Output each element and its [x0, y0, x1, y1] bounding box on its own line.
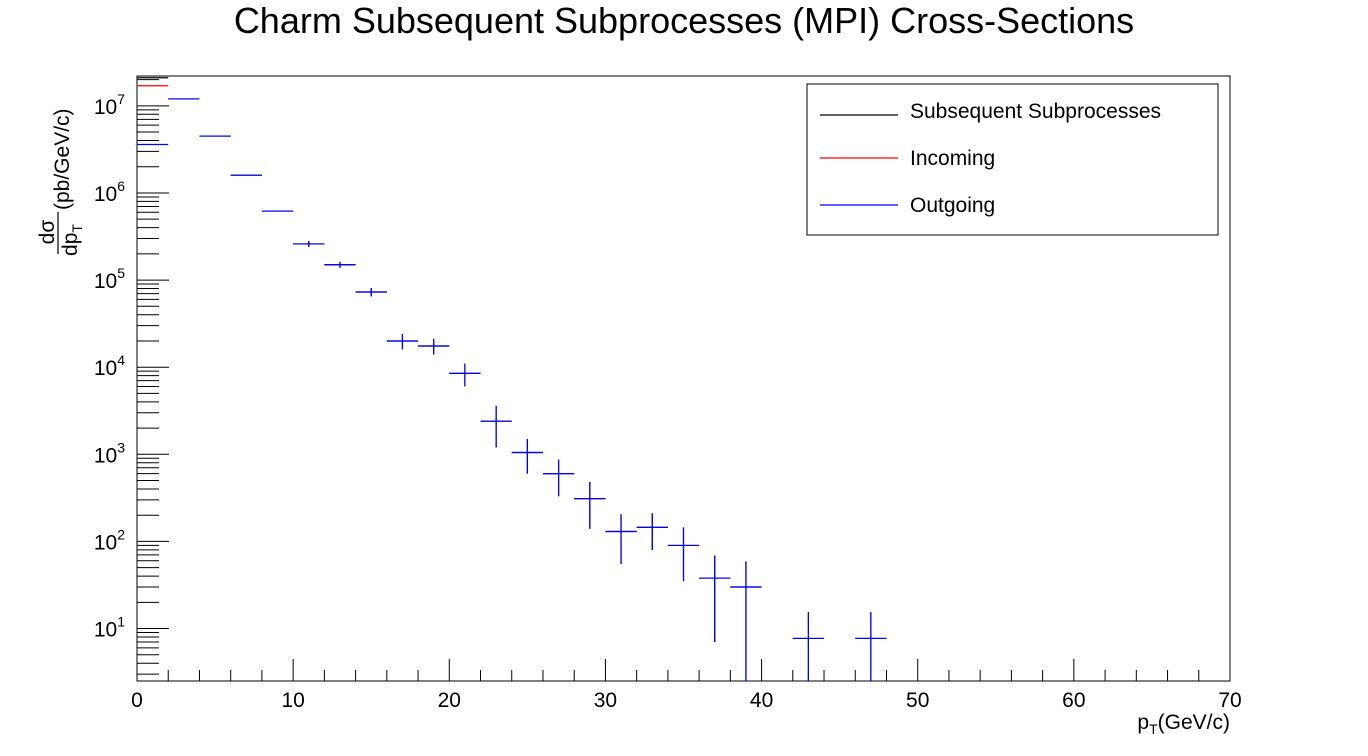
- legend-label-incoming: Incoming: [910, 147, 995, 170]
- x-axis-label-suffix: (GeV/c): [1158, 711, 1230, 734]
- y-axis: 101 102 103 104 105 106 107: [94, 79, 169, 675]
- legend-box: [806, 83, 1219, 236]
- y-tick-label: 104: [94, 352, 125, 380]
- x-tick-label: 20: [438, 689, 461, 712]
- legend-label-subsequent: Subsequent Subprocesses: [910, 100, 1161, 123]
- y-tick-label: 103: [94, 439, 125, 467]
- x-axis-label-main: p: [1137, 711, 1149, 734]
- series-layer: [137, 77, 887, 681]
- x-tick-label: 50: [906, 689, 929, 712]
- legend: Subsequent Subprocesses Incoming Outgoin…: [806, 83, 1219, 236]
- series-subsequent-subprocesses: [137, 77, 887, 681]
- x-axis-label: pT(GeV/c): [1137, 711, 1230, 737]
- y-axis-label: dσ dpT (pb/GeV/c): [36, 108, 85, 256]
- x-axis-label-sub: T: [1149, 721, 1158, 737]
- series-outgoing: [137, 98, 887, 681]
- plot-frame: [136, 75, 1231, 682]
- x-tick-label: 60: [1062, 689, 1085, 712]
- chart-title: Charm Subsequent Subprocesses (MPI) Cros…: [234, 0, 1134, 41]
- y-tick-label: 107: [94, 91, 125, 119]
- y-tick-label: 102: [94, 526, 125, 554]
- y-axis-label-denominator-main: dp: [59, 233, 82, 256]
- y-axis-label-numerator: dσ: [36, 220, 59, 245]
- y-axis-label-suffix: (pb/GeV/c): [51, 108, 74, 210]
- x-tick-label: 30: [594, 689, 617, 712]
- y-tick-label: 106: [94, 178, 125, 206]
- x-tick-label: 10: [281, 689, 304, 712]
- y-axis-label-denominator-sub: T: [69, 224, 85, 233]
- y-tick-label: 105: [94, 265, 125, 293]
- x-tick-label: 40: [750, 689, 773, 712]
- x-axis: 0 10 20 30 40 50 60 70: [131, 659, 1242, 712]
- x-tick-label: 70: [1218, 689, 1241, 712]
- y-tick-label: 101: [94, 614, 125, 642]
- x-tick-label: 0: [131, 689, 143, 712]
- legend-label-outgoing: Outgoing: [910, 194, 995, 217]
- y-axis-label-denominator: dpT: [59, 224, 85, 256]
